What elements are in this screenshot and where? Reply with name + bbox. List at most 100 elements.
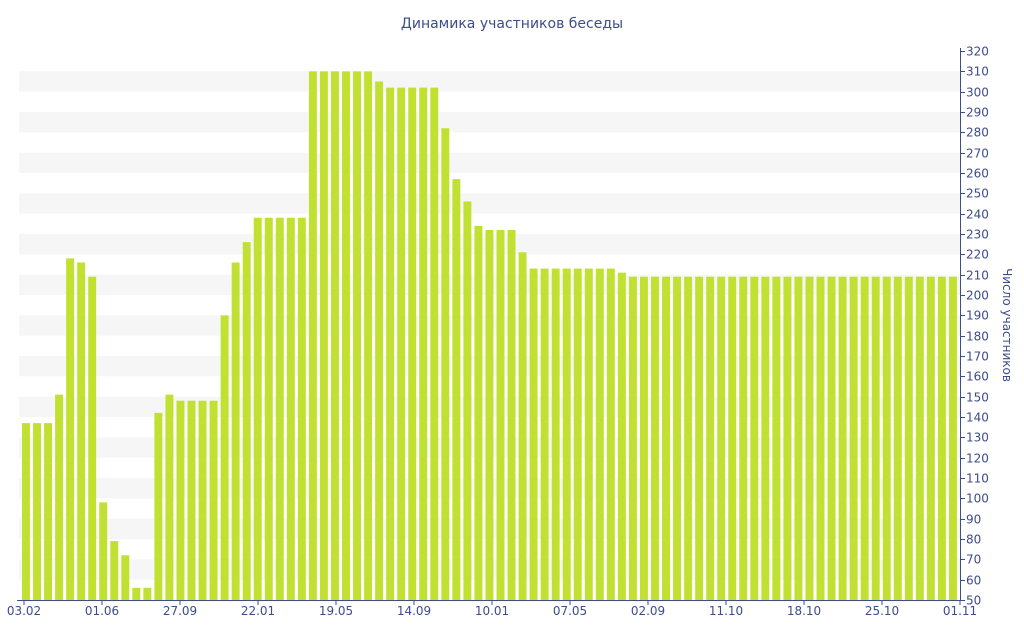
y-tick-label: 270	[966, 147, 989, 161]
y-tick-label: 110	[966, 472, 989, 486]
y-tick-label: 70	[966, 553, 981, 567]
y-tick-label: 310	[966, 65, 989, 79]
bars-group	[22, 71, 957, 601]
bar	[584, 268, 593, 600]
bar	[551, 268, 560, 600]
bar	[121, 555, 130, 600]
bar	[419, 87, 428, 601]
bar	[849, 276, 858, 600]
bar	[353, 71, 362, 600]
bar	[717, 276, 726, 600]
bar	[706, 276, 715, 600]
bar	[397, 87, 406, 601]
bar	[77, 262, 86, 600]
bar	[308, 71, 317, 600]
grid-band	[19, 112, 960, 133]
y-tick-label: 100	[966, 492, 989, 506]
bar	[297, 217, 306, 601]
bar	[187, 400, 196, 600]
y-tick-label: 60	[966, 574, 981, 588]
y-tick-label: 140	[966, 411, 989, 425]
x-tick-label: 03.02	[7, 604, 41, 618]
bar	[132, 587, 141, 600]
y-tick-label: 160	[966, 370, 989, 384]
x-tick-label: 01.11	[943, 604, 977, 618]
bar	[750, 276, 759, 600]
bar	[507, 229, 516, 600]
bar	[573, 268, 582, 600]
bar	[66, 258, 75, 600]
bar	[143, 587, 152, 600]
x-tick-label: 10.01	[475, 604, 509, 618]
grid-band	[19, 193, 960, 214]
y-tick-label: 290	[966, 106, 989, 120]
bar	[695, 276, 704, 600]
bar	[639, 276, 648, 600]
bar	[816, 276, 825, 600]
y-tick-label: 260	[966, 167, 989, 181]
bar	[860, 276, 869, 600]
x-tick-label: 14.09	[397, 604, 431, 618]
bar	[893, 276, 902, 600]
y-tick-label: 130	[966, 431, 989, 445]
y-tick-label: 190	[966, 309, 989, 323]
bar	[783, 276, 792, 600]
y-axis-label: Число участников	[1000, 268, 1014, 382]
bar	[209, 400, 218, 600]
y-tick-label: 220	[966, 248, 989, 262]
bar	[110, 541, 119, 600]
bar	[176, 400, 185, 600]
bar	[330, 71, 339, 600]
bar	[342, 71, 350, 600]
bar	[772, 276, 781, 600]
bar	[827, 276, 836, 600]
x-tick-label: 02.09	[631, 604, 665, 618]
bar	[728, 276, 737, 600]
bar	[915, 276, 924, 600]
x-tick-label: 07.05	[553, 604, 587, 618]
bar	[375, 81, 384, 600]
bar	[386, 87, 395, 601]
x-tick-label: 25.10	[865, 604, 899, 618]
bar	[33, 423, 41, 600]
bar	[485, 229, 494, 600]
bar	[408, 87, 417, 601]
x-tick-label: 19.05	[319, 604, 353, 618]
bar	[794, 276, 803, 600]
bar	[871, 276, 880, 600]
bar	[926, 276, 935, 600]
bar	[562, 268, 571, 600]
grid-band	[19, 71, 960, 92]
bar	[595, 268, 604, 600]
bar	[948, 276, 957, 600]
bar	[22, 423, 30, 600]
bar	[540, 268, 549, 600]
bar	[518, 252, 527, 601]
bar	[761, 276, 770, 600]
y-tick-label: 50	[966, 594, 981, 608]
y-tick-label: 240	[966, 208, 989, 222]
bar	[430, 87, 439, 601]
bar	[452, 179, 461, 600]
bar	[275, 217, 284, 601]
y-tick-label: 200	[966, 289, 989, 303]
bar	[529, 268, 538, 600]
bar	[319, 71, 328, 600]
bar	[264, 217, 273, 601]
bar	[904, 276, 913, 600]
y-tick-label: 180	[966, 330, 989, 344]
y-tick-label: 80	[966, 533, 981, 547]
x-tick-label: 22.01	[241, 604, 275, 618]
bar	[684, 276, 693, 600]
y-tick-label: 250	[966, 187, 989, 201]
y-tick-label: 300	[966, 86, 989, 100]
grid-band	[19, 152, 960, 173]
y-tick-label: 120	[966, 452, 989, 466]
y-tick-label: 170	[966, 350, 989, 364]
bar	[673, 276, 682, 600]
bar	[474, 225, 483, 600]
axes-group: 50 60 70 80 90 100 110 120 130 140 150 160 170 180 190…	[7, 45, 989, 619]
x-tick-label: 27.09	[163, 604, 197, 618]
chart-title: Динамика участников беседы	[401, 16, 623, 32]
